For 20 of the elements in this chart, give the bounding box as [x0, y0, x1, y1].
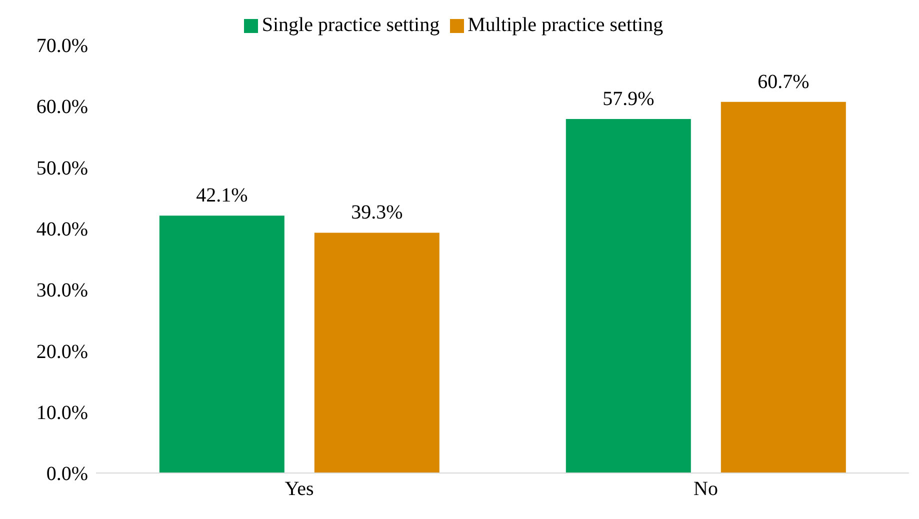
data-label: 57.9% [602, 88, 654, 110]
y-tick-label: 40.0% [36, 218, 88, 241]
legend-label: Multiple practice setting [468, 14, 664, 36]
y-tick-label: 20.0% [36, 340, 88, 363]
y-tick-label: 0.0% [46, 463, 88, 486]
y-tick-label: 70.0% [36, 35, 88, 58]
x-tick-label: Yes [284, 478, 314, 500]
y-tick-label: 60.0% [36, 96, 88, 118]
y-tick-label: 10.0% [36, 402, 88, 424]
y-tick-label: 50.0% [36, 157, 88, 180]
bar [566, 118, 691, 473]
bar [314, 232, 440, 473]
data-label: 60.7% [758, 70, 810, 93]
data-label: 42.1% [196, 184, 248, 207]
bar [159, 216, 284, 473]
data-label: 39.3% [351, 202, 403, 224]
x-tick-label: No [694, 478, 718, 500]
legend-label: Single practice setting [262, 14, 440, 36]
bar [720, 102, 846, 473]
y-tick-label: 30.0% [36, 280, 88, 302]
